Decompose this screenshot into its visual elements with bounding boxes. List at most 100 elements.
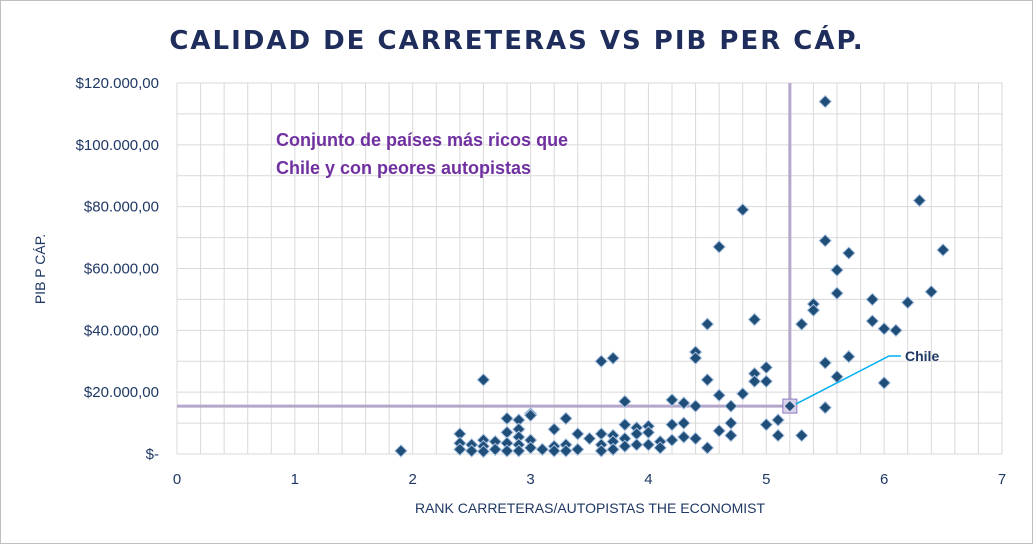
data-point xyxy=(594,444,608,458)
data-point xyxy=(912,193,927,208)
data-point xyxy=(700,317,715,331)
data-point xyxy=(523,408,538,423)
y-tick-label: $20.000,00 xyxy=(84,384,159,401)
data-point xyxy=(712,240,726,254)
data-point xyxy=(394,444,408,458)
x-tick-label: 7 xyxy=(998,471,1006,488)
data-point xyxy=(453,442,467,457)
data-point xyxy=(818,356,832,370)
data-point xyxy=(889,323,903,338)
data-point xyxy=(665,393,679,407)
data-point xyxy=(794,317,809,331)
x-tick-label: 2 xyxy=(409,471,417,488)
chart-title: CALIDAD DE CARRETERAS VS PIB PER CÁP. xyxy=(169,24,864,56)
data-point xyxy=(500,444,514,458)
data-point xyxy=(547,422,561,436)
y-tick-label: $- xyxy=(146,446,159,463)
data-point xyxy=(594,354,608,368)
y-tick-label: $40.000,00 xyxy=(84,322,159,339)
data-point xyxy=(724,416,738,430)
data-point xyxy=(700,441,715,455)
data-point xyxy=(724,399,738,413)
data-point xyxy=(747,312,762,327)
data-point xyxy=(688,351,703,365)
data-point xyxy=(476,444,491,459)
chile-highlight: Chile xyxy=(782,348,939,414)
data-point xyxy=(629,438,644,452)
x-tick-label: 4 xyxy=(644,471,652,488)
data-point xyxy=(830,286,844,300)
data-point xyxy=(559,411,573,426)
data-point xyxy=(924,284,938,299)
y-axis-ticks: $- $20.000,00 $40.000,00 $60.000,00 $80.000,… xyxy=(76,75,159,463)
x-tick-label: 6 xyxy=(880,471,888,488)
data-point xyxy=(818,400,832,415)
data-point xyxy=(476,373,491,387)
data-point xyxy=(747,374,762,389)
data-point xyxy=(523,441,538,455)
data-point xyxy=(759,360,773,375)
data-point xyxy=(736,387,750,401)
data-point xyxy=(865,314,880,328)
data-point xyxy=(500,411,514,426)
data-point xyxy=(464,444,479,458)
data-point xyxy=(806,303,821,317)
data-point xyxy=(618,439,632,453)
data-point xyxy=(759,417,773,432)
x-tick-label: 1 xyxy=(291,471,299,488)
data-point xyxy=(606,442,620,457)
data-point xyxy=(571,427,585,441)
annotation-line-1: Conjunto de países más ricos que xyxy=(276,130,568,150)
data-point xyxy=(618,417,632,432)
data-point xyxy=(641,438,656,452)
data-point xyxy=(736,203,750,217)
data-point xyxy=(759,374,773,389)
data-points xyxy=(394,94,950,459)
data-point xyxy=(712,424,726,438)
data-point xyxy=(818,94,832,109)
data-point xyxy=(901,295,915,310)
reference-lines xyxy=(177,83,792,408)
data-point xyxy=(794,428,809,443)
x-axis-label: RANK CARRETERAS/AUTOPISTAS THE ECONOMIST xyxy=(415,500,766,516)
data-point xyxy=(724,428,738,443)
y-axis-label: PIB P CÁP. xyxy=(32,234,48,304)
data-point xyxy=(877,376,891,390)
data-point xyxy=(559,444,573,458)
data-point xyxy=(677,416,691,430)
data-point xyxy=(606,351,620,365)
data-point xyxy=(571,442,585,457)
x-axis-ticks: 0 1 2 3 4 5 6 7 xyxy=(173,471,1006,488)
y-tick-label: $100.000,00 xyxy=(76,137,159,154)
data-point xyxy=(877,322,891,336)
x-tick-label: 0 xyxy=(173,471,181,488)
data-point xyxy=(535,442,550,457)
data-point xyxy=(665,433,679,447)
data-point xyxy=(688,399,703,413)
data-point xyxy=(842,349,856,364)
chile-label: Chile xyxy=(905,348,939,364)
y-tick-label: $120.000,00 xyxy=(76,75,159,92)
data-point xyxy=(842,246,856,260)
data-point xyxy=(818,233,832,248)
data-point xyxy=(653,441,667,455)
data-point xyxy=(512,444,526,458)
data-point xyxy=(582,431,597,446)
data-point xyxy=(677,430,691,444)
data-point xyxy=(688,431,703,446)
data-point xyxy=(488,442,502,457)
chile-callout-line xyxy=(795,355,901,405)
y-tick-label: $80.000,00 xyxy=(84,199,159,216)
x-tick-label: 3 xyxy=(526,471,534,488)
annotation-line-2: Chile y con peores autopistas xyxy=(276,158,531,178)
x-tick-label: 5 xyxy=(762,471,770,488)
data-point xyxy=(665,417,679,432)
data-point xyxy=(771,413,785,427)
data-point xyxy=(677,396,691,410)
data-point xyxy=(771,428,785,443)
chile-data-point xyxy=(784,401,795,412)
data-point xyxy=(700,373,715,387)
data-point xyxy=(712,388,726,402)
